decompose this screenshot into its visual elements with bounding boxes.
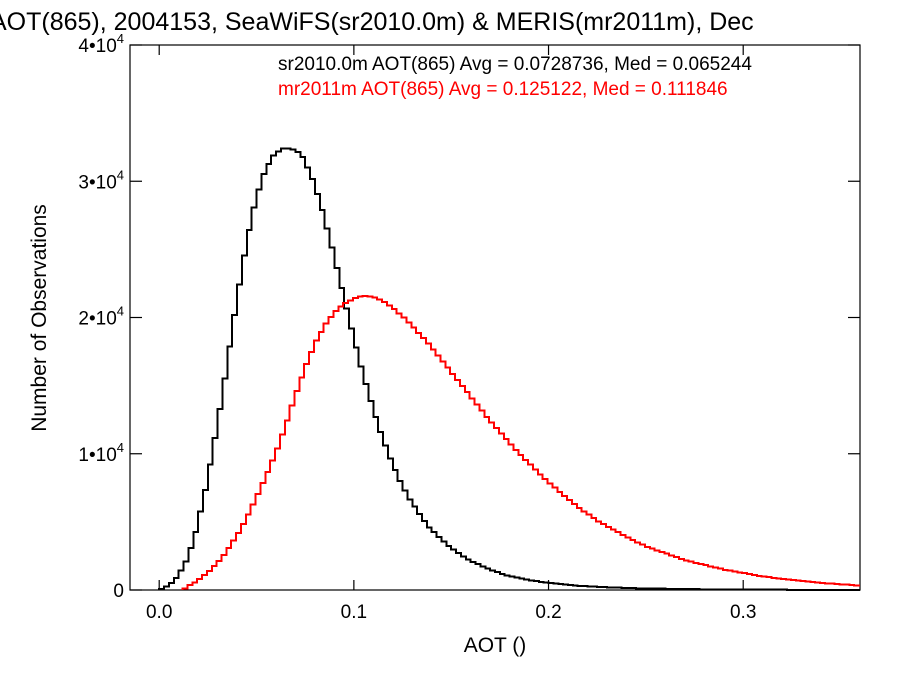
plot-frame bbox=[129, 44, 861, 591]
y-tick-label-0: 0 bbox=[113, 581, 124, 602]
chart-title: AOT(865), 2004153, SeaWiFS(sr2010.0m) & … bbox=[0, 8, 754, 36]
series-layer bbox=[158, 147, 860, 591]
legend-entry-mr2011m: mr2011m AOT(865) Avg = 0.125122, Med = 0… bbox=[278, 79, 728, 100]
y-tick-label-4: 4•104 bbox=[78, 31, 124, 57]
y-tick-exponent-4: 4 bbox=[117, 31, 124, 46]
x-tick-label-2: 0.2 bbox=[535, 602, 561, 623]
y-tick-mantissa-0: 0 bbox=[113, 581, 124, 602]
y-tick-mantissa-4: 4•10 bbox=[78, 36, 116, 57]
y-tick-exponent-2: 4 bbox=[117, 304, 124, 319]
series-line-mr2011m bbox=[181, 294, 860, 590]
x-tick-label-0: 0.0 bbox=[146, 602, 172, 623]
x-axis-ticks: 0.0 0.1 0.2 0.3 bbox=[146, 45, 756, 623]
y-tick-exponent-1: 4 bbox=[117, 440, 124, 455]
x-tick-label-1: 0.1 bbox=[341, 602, 367, 623]
y-tick-exponent-3: 4 bbox=[117, 167, 124, 182]
x-tick-label-3: 0.3 bbox=[730, 602, 756, 623]
y-tick-mantissa-1: 1•10 bbox=[78, 445, 116, 466]
y-tick-mantissa-3: 3•10 bbox=[78, 172, 116, 193]
x-axis-label: AOT () bbox=[464, 634, 527, 657]
legend-entry-sr2010: sr2010.0m AOT(865) Avg = 0.0728736, Med … bbox=[278, 54, 752, 75]
y-tick-label-1: 1•104 bbox=[78, 440, 124, 466]
y-tick-label-3: 3•104 bbox=[78, 167, 124, 193]
y-tick-mantissa-2: 2•10 bbox=[78, 309, 116, 330]
y-axis-label: Number of Observations bbox=[28, 204, 51, 432]
y-tick-label-2: 2•104 bbox=[78, 304, 124, 330]
series-line-sr2010.0m bbox=[158, 147, 860, 591]
